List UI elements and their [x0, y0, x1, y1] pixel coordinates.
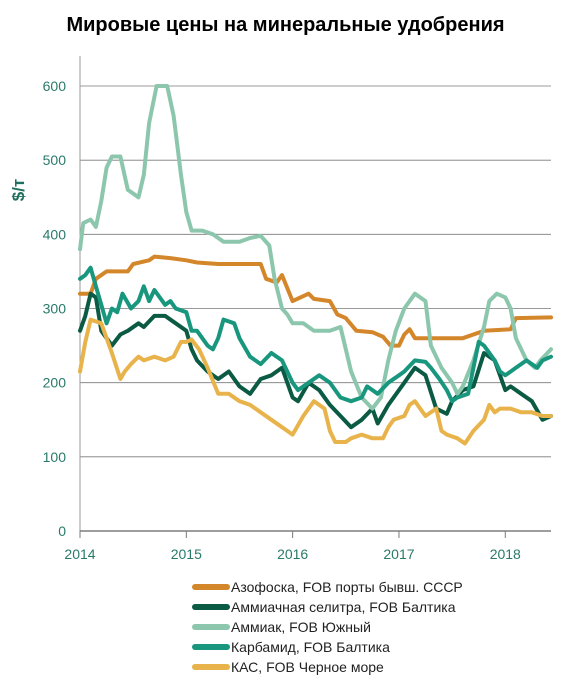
- legend-label: Аммиак, FOB Южный: [231, 619, 371, 635]
- series-line-4: [78, 265, 553, 404]
- series-lines: [78, 84, 553, 446]
- x-tick-label: 2017: [383, 546, 414, 562]
- legend-label: Аммиачная селитра, FOB Балтика: [231, 599, 456, 615]
- y-tick-label: 100: [43, 449, 67, 465]
- y-tick-label: 200: [43, 375, 67, 391]
- y-tick-label: 0: [58, 523, 66, 539]
- legend-label: Азофоска, FOB порты бывш. СССР: [231, 579, 463, 595]
- legend: Азофоска, FOB порты бывш. СССР Аммиачная …: [192, 579, 463, 675]
- series-line-1: [78, 254, 553, 348]
- y-axis-title: $/т: [9, 179, 28, 202]
- chart-title: Мировые цены на минеральные удобрения: [66, 14, 505, 36]
- x-tick-label: 2015: [171, 546, 202, 562]
- y-tick-label: 300: [43, 301, 67, 317]
- legend-label: КАС, FOB Черное море: [231, 659, 384, 675]
- axes: 0 100 200 300 400 500 600 2014 2015 2016 2017 2018: [43, 56, 551, 562]
- x-tick-label: 2014: [64, 546, 95, 562]
- x-tick-label: 2018: [490, 546, 521, 562]
- gridlines: [80, 85, 551, 532]
- series-line-2: [78, 291, 553, 430]
- x-tick-label: 2016: [277, 546, 308, 562]
- y-tick-label: 600: [43, 78, 67, 94]
- series-line-5: [78, 317, 553, 446]
- legend-label: Карбамид, FOB Балтика: [231, 639, 390, 655]
- y-tick-label: 400: [43, 226, 67, 242]
- y-tick-label: 500: [43, 152, 67, 168]
